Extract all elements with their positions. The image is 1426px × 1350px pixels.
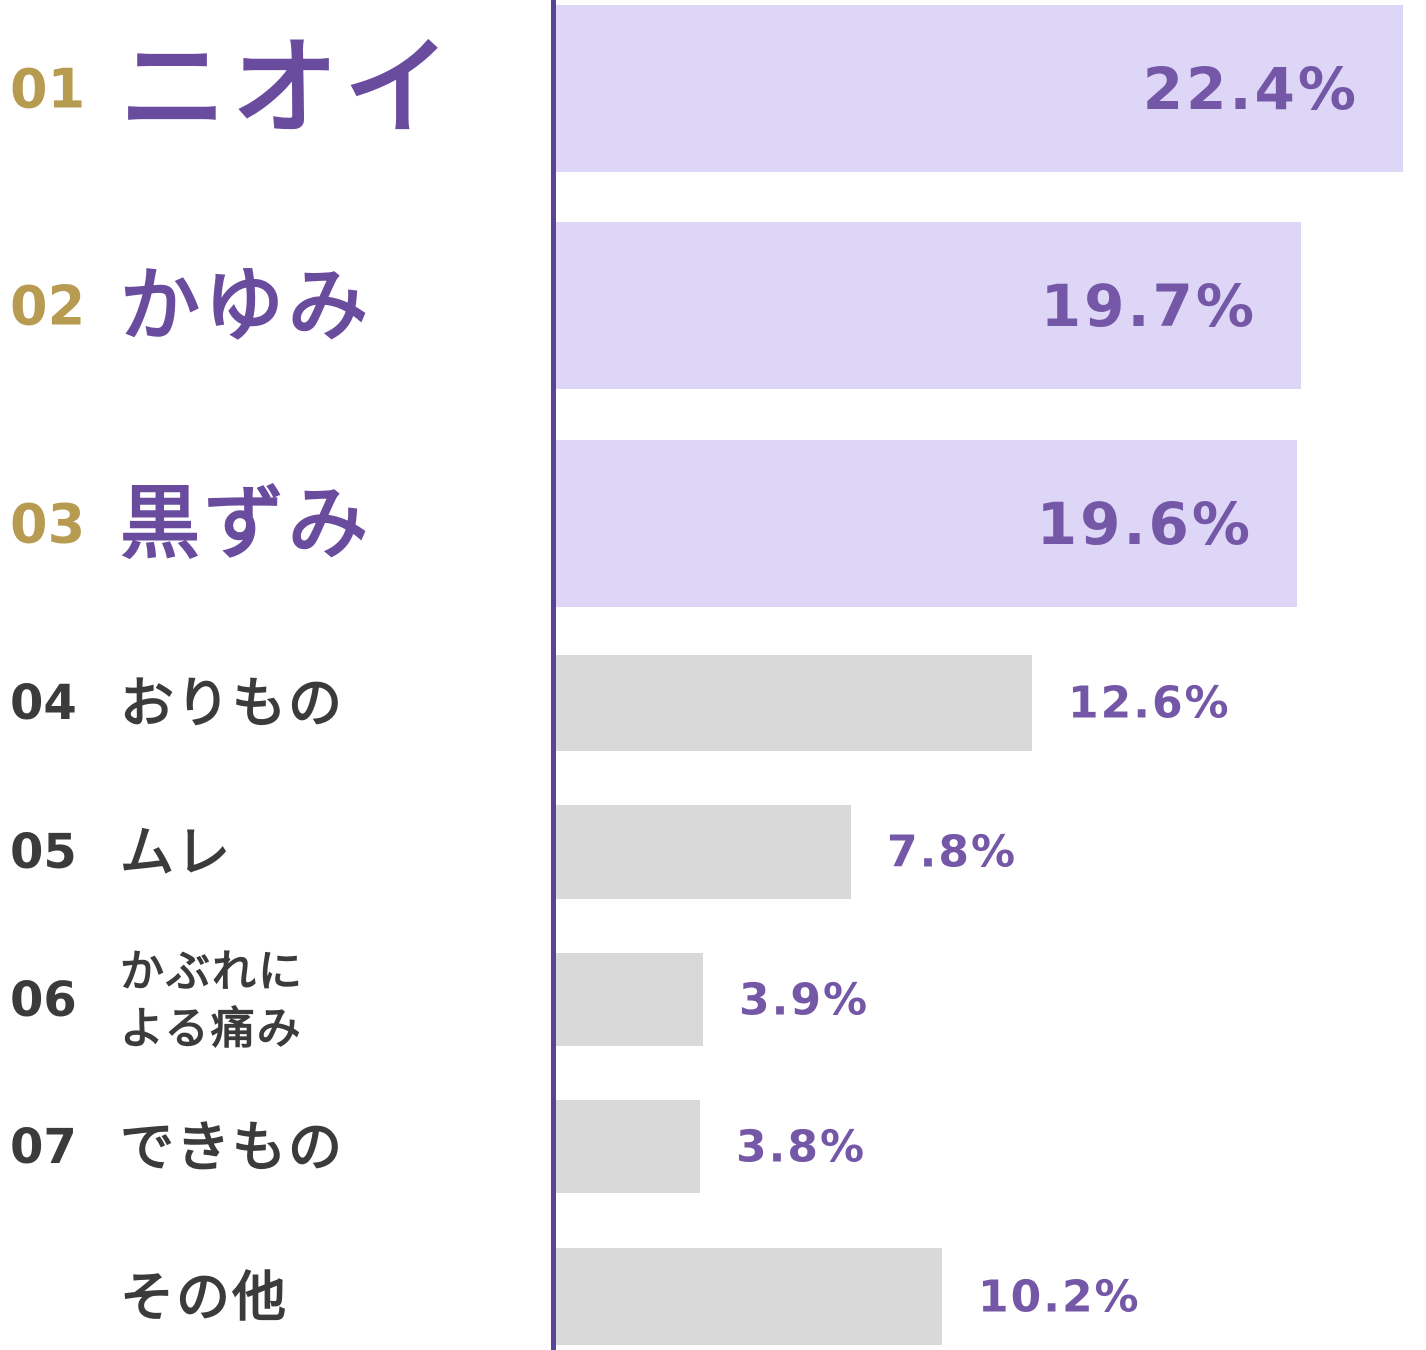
category-label: おりもの: [120, 671, 344, 735]
chart-row: 06 かぶれに よる痛み 3.9%: [0, 945, 1426, 1053]
value-label: 19.7%: [1040, 271, 1257, 340]
value-label: 7.8%: [887, 826, 1018, 878]
axis-line: [551, 0, 556, 1350]
bar: 7.8%: [556, 805, 1015, 899]
category-label: かゆみ: [120, 258, 372, 352]
bar: 3.9%: [556, 953, 867, 1046]
rank-label: 03: [10, 492, 86, 555]
bar: 12.6%: [556, 655, 1229, 751]
category-label: ニオイ: [120, 26, 456, 150]
category-label: できもの: [120, 1114, 344, 1178]
value-label: 10.2%: [978, 1271, 1141, 1322]
rank-label: 02: [10, 274, 86, 337]
chart-row: 04 おりもの 12.6%: [0, 655, 1426, 751]
value-label: 19.6%: [1036, 489, 1253, 558]
chart-row: 07 できもの 3.8%: [0, 1100, 1426, 1193]
category-label: その他: [120, 1264, 288, 1328]
rank-label: 05: [10, 824, 77, 880]
chart-row: 02 かゆみ 19.7%: [0, 222, 1426, 389]
bar: 22.4%: [556, 5, 1403, 172]
bar: 10.2%: [556, 1248, 1139, 1345]
chart-row: 01 ニオイ 22.4%: [0, 5, 1426, 172]
value-label: 3.9%: [739, 974, 870, 1025]
bar: 3.8%: [556, 1100, 864, 1193]
rank-label: 06: [10, 971, 77, 1028]
category-label: 黒ずみ: [120, 476, 372, 570]
rank-label: 04: [10, 675, 77, 731]
chart-row: 05 ムレ 7.8%: [0, 805, 1426, 899]
category-label: ムレ: [120, 820, 232, 884]
rank-label: 07: [10, 1118, 77, 1175]
category-label-line: かぶれに: [120, 945, 304, 997]
bar: 19.6%: [556, 440, 1297, 607]
chart-row: その他 10.2%: [0, 1248, 1426, 1345]
bar: 19.7%: [556, 222, 1301, 389]
value-label: 3.8%: [736, 1121, 867, 1172]
chart-row: 03 黒ずみ 19.6%: [0, 440, 1426, 607]
category-label-line: よる痛み: [120, 1002, 303, 1054]
value-label: 22.4%: [1142, 54, 1359, 123]
category-label: かぶれに よる痛み: [120, 942, 304, 1056]
rank-label: 01: [10, 57, 86, 120]
value-label: 12.6%: [1068, 677, 1231, 729]
